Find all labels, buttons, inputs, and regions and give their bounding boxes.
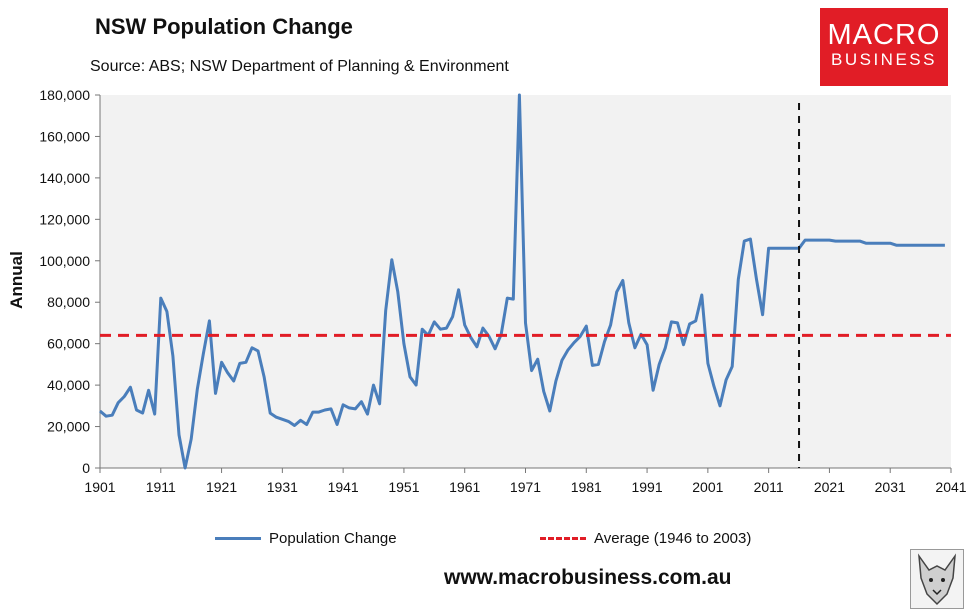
x-tick-label: 1941 — [328, 479, 359, 495]
y-tick-label: 180,000 — [39, 87, 90, 103]
legend-label: Population Change — [269, 530, 397, 547]
chart-subtitle: Source: ABS; NSW Department of Planning … — [90, 58, 509, 75]
y-tick-label: 60,000 — [47, 336, 90, 352]
legend-label: Average (1946 to 2003) — [594, 530, 752, 547]
y-tick-label: 0 — [82, 460, 90, 476]
x-tick-label: 1951 — [388, 479, 419, 495]
x-tick-label: 1961 — [449, 479, 480, 495]
y-tick-label: 160,000 — [39, 128, 90, 144]
logo-line-2: BUSINESS — [831, 50, 937, 69]
chart-title: NSW Population Change — [95, 14, 353, 39]
x-tick-label: 2011 — [754, 479, 784, 495]
x-tick-label: 2021 — [814, 479, 845, 495]
x-tick-label: 1921 — [206, 479, 237, 495]
legend-item-population-change: Population Change — [215, 530, 397, 547]
y-tick-label: 140,000 — [39, 170, 90, 186]
y-tick-label: 40,000 — [47, 377, 90, 393]
x-tick-label: 1911 — [146, 479, 176, 495]
y-tick-label: 80,000 — [47, 294, 90, 310]
series-layer — [99, 93, 951, 470]
axes-layer: 0 20,000 40,000 60,000 80,000 100,000 120,000 1… — [39, 87, 966, 495]
y-tick-label: 100,000 — [39, 253, 90, 269]
macrobusiness-logo: MACRO BUSINESS — [820, 8, 948, 86]
x-tick-label: 1981 — [571, 479, 602, 495]
y-tick-label: 20,000 — [47, 419, 90, 435]
legend-swatch-dashed-line — [540, 537, 586, 540]
legend-item-average: Average (1946 to 2003) — [540, 530, 751, 547]
wolf-logo-icon — [910, 549, 964, 609]
logo-line-1: MACRO — [827, 19, 941, 51]
x-tick-label: 2031 — [875, 479, 906, 495]
x-tick-label: 1991 — [631, 479, 662, 495]
y-axis-label: Annual — [7, 251, 26, 309]
x-tick-label: 2001 — [692, 479, 723, 495]
x-tick-label: 2041 — [935, 479, 966, 495]
y-tick-label: 120,000 — [39, 211, 90, 227]
x-tick-label: 1971 — [510, 479, 541, 495]
legend-swatch-solid-line — [215, 537, 261, 540]
website-url: www.macrobusiness.com.au — [444, 566, 732, 589]
x-tick-label: 1931 — [267, 479, 298, 495]
population-change-line — [99, 93, 945, 470]
x-tick-label: 1901 — [84, 479, 115, 495]
